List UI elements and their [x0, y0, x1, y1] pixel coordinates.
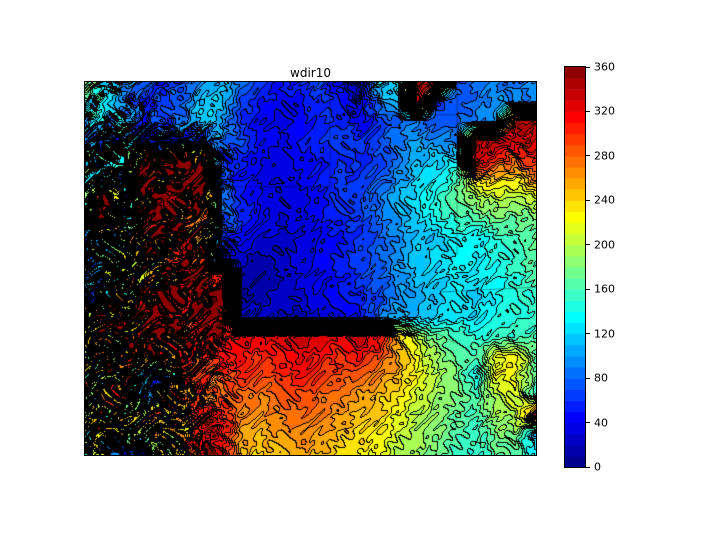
colorbar-canvas	[565, 67, 585, 467]
colorbar-tick-label: 200	[594, 238, 615, 252]
colorbar-tick-label: 40	[594, 416, 608, 430]
colorbar-tick-mark	[586, 422, 590, 424]
colorbar-tick-label: 160	[594, 282, 615, 296]
plot-title: wdir10	[290, 66, 331, 80]
colorbar-tick-label: 280	[594, 149, 615, 163]
colorbar-tick-mark	[586, 155, 590, 157]
colorbar-tick-label: 80	[594, 371, 608, 385]
colorbar-tick-label: 360	[594, 60, 615, 74]
map-axes	[84, 81, 537, 456]
colorbar-tick-mark	[586, 288, 590, 290]
colorbar-tick-label: 120	[594, 327, 615, 341]
colorbar-tick-mark	[586, 66, 590, 68]
colorbar-tick-mark	[586, 377, 590, 379]
colorbar-tick-label: 320	[594, 104, 615, 118]
colorbar-tick-mark	[586, 466, 590, 468]
colorbar	[564, 66, 586, 468]
colorbar-tick-label: 0	[594, 460, 601, 474]
contour-map-canvas	[85, 82, 536, 455]
colorbar-tick-mark	[586, 244, 590, 246]
colorbar-tick-mark	[586, 199, 590, 201]
colorbar-tick-label: 240	[594, 193, 615, 207]
colorbar-tick-mark	[586, 333, 590, 335]
colorbar-tick-mark	[586, 110, 590, 112]
